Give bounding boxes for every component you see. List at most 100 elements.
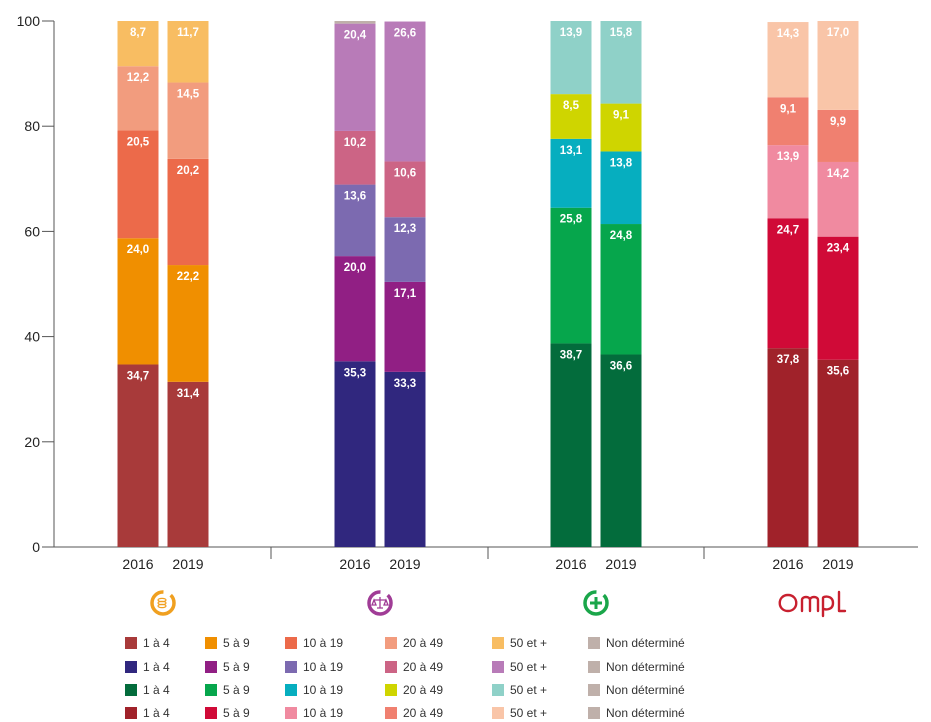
legend-label: Non déterminé bbox=[606, 660, 685, 674]
bar-segment bbox=[117, 238, 159, 365]
legend-label: 5 à 9 bbox=[223, 636, 250, 650]
legend-label: 1 à 4 bbox=[143, 706, 170, 720]
bar-segment bbox=[117, 21, 159, 67]
legend-swatch bbox=[125, 637, 137, 649]
legend-swatch bbox=[205, 637, 217, 649]
x-tick-label: 2019 bbox=[389, 556, 420, 572]
legend-label: 5 à 9 bbox=[223, 706, 250, 720]
bar-segment bbox=[767, 145, 809, 219]
legend-swatch bbox=[385, 707, 397, 719]
x-tick-label: 2016 bbox=[122, 556, 153, 572]
bar-value-label: 11,7 bbox=[177, 27, 199, 39]
bar-value-label: 14,2 bbox=[827, 168, 849, 180]
bar-segment bbox=[384, 217, 426, 282]
legend-label: 20 à 49 bbox=[403, 636, 443, 650]
bar-segment bbox=[334, 256, 376, 362]
bar-value-label: 10,2 bbox=[344, 137, 366, 149]
bar-segment bbox=[600, 21, 642, 104]
bar-segment bbox=[817, 21, 859, 110]
bar-segment bbox=[600, 224, 642, 355]
x-tick-label: 2019 bbox=[822, 556, 853, 572]
legend-swatch bbox=[492, 637, 504, 649]
legend-label: Non déterminé bbox=[606, 706, 685, 720]
bar-segment bbox=[167, 82, 209, 159]
legend-swatch bbox=[492, 707, 504, 719]
bar-value-label: 14,5 bbox=[177, 89, 200, 101]
bar-segment bbox=[550, 21, 592, 95]
bar-segment bbox=[600, 151, 642, 225]
coins-icon bbox=[150, 590, 176, 616]
bar-value-label: 22,2 bbox=[177, 271, 199, 283]
legend-swatch bbox=[205, 707, 217, 719]
bar-value-label: 35,6 bbox=[827, 366, 849, 378]
bar-value-label: 15,8 bbox=[610, 27, 633, 39]
bar-value-label: 20,5 bbox=[127, 136, 150, 148]
y-tick-label: 0 bbox=[32, 539, 40, 555]
legend-label: 20 à 49 bbox=[403, 683, 443, 697]
bar-segment bbox=[817, 161, 859, 237]
legend-swatch bbox=[588, 661, 600, 673]
bar-segment bbox=[117, 130, 159, 239]
legend-label: 1 à 4 bbox=[143, 636, 170, 650]
legend-swatch bbox=[125, 707, 137, 719]
bar-segment bbox=[817, 109, 859, 162]
bar-value-label: 26,6 bbox=[394, 28, 416, 40]
bar-segment bbox=[334, 130, 376, 185]
scales-icon bbox=[367, 590, 393, 616]
bar-value-label: 0,5 bbox=[347, 8, 364, 20]
bar-segment bbox=[600, 354, 642, 547]
legend-label: 50 et + bbox=[510, 706, 547, 720]
bar-segment bbox=[550, 94, 592, 139]
legend-label: 5 à 9 bbox=[223, 660, 250, 674]
legend-swatch bbox=[588, 684, 600, 696]
legend-swatch bbox=[588, 707, 600, 719]
bar-segment bbox=[767, 218, 809, 349]
legend-swatch bbox=[385, 684, 397, 696]
bar-segment bbox=[384, 161, 426, 218]
x-tick-label: 2019 bbox=[172, 556, 203, 572]
bar-segment bbox=[817, 236, 859, 360]
legend-label: Non déterminé bbox=[606, 683, 685, 697]
bar-segment bbox=[384, 371, 426, 547]
bar-value-label: 8,5 bbox=[563, 100, 580, 112]
bar-segment bbox=[334, 21, 376, 24]
bar-segment bbox=[117, 66, 159, 131]
x-tick-label: 2016 bbox=[555, 556, 586, 572]
legend-label: 50 et + bbox=[510, 636, 547, 650]
legend-swatch bbox=[285, 637, 297, 649]
legend-label: 20 à 49 bbox=[403, 660, 443, 674]
bar-value-label: 35,3 bbox=[344, 367, 366, 379]
bar-segment bbox=[167, 21, 209, 83]
bar-value-label: 36,6 bbox=[610, 360, 632, 372]
bar-segment bbox=[384, 21, 426, 162]
bar-segment bbox=[767, 97, 809, 146]
bar-value-label: 13,6 bbox=[344, 191, 366, 203]
legend-label: 1 à 4 bbox=[143, 683, 170, 697]
bar-segment bbox=[550, 343, 592, 547]
bar-value-label: 33,3 bbox=[394, 378, 416, 390]
bar-value-label: 25,8 bbox=[560, 214, 583, 226]
y-tick-label: 100 bbox=[17, 13, 41, 29]
bar-value-label: 24,7 bbox=[777, 224, 799, 236]
y-tick-label: 20 bbox=[24, 434, 40, 450]
bar-value-label: 20,2 bbox=[177, 165, 199, 177]
bar-value-label: 17,1 bbox=[394, 288, 417, 300]
y-tick-label: 40 bbox=[24, 329, 40, 345]
legend-label: 10 à 19 bbox=[303, 660, 343, 674]
bar-value-label: 38,7 bbox=[560, 349, 582, 361]
bar-segment bbox=[334, 184, 376, 257]
legend-swatch bbox=[125, 661, 137, 673]
x-tick-label: 2016 bbox=[339, 556, 370, 572]
bar-value-label: 14,3 bbox=[777, 28, 799, 40]
legend-swatch bbox=[285, 707, 297, 719]
bar-value-label: 8,7 bbox=[130, 27, 146, 39]
legend-label: 10 à 19 bbox=[303, 706, 343, 720]
legend-swatch bbox=[385, 661, 397, 673]
bar-segment bbox=[550, 138, 592, 208]
legend-swatch bbox=[125, 684, 137, 696]
bar-value-label: 9,9 bbox=[830, 116, 846, 128]
bar-segment bbox=[767, 348, 809, 547]
bar-segment bbox=[817, 359, 859, 547]
legend-swatch bbox=[385, 637, 397, 649]
